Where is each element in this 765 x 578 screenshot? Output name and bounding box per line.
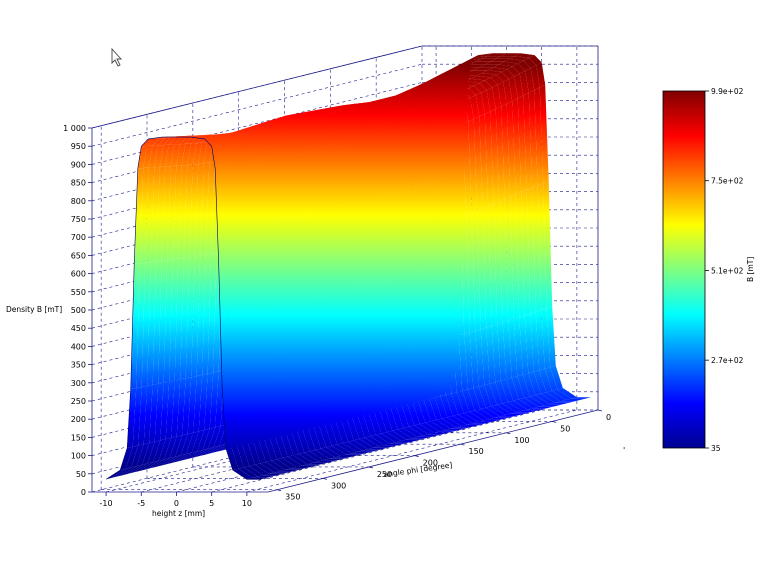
z-tick-label: 150 — [71, 433, 86, 442]
y-tick-mark — [552, 421, 556, 422]
y-tick-label: 300 — [331, 481, 346, 490]
x-tick-label: 0 — [174, 499, 179, 508]
z-axis-label: Density B [mT] — [6, 305, 62, 314]
y-tick-mark — [323, 478, 327, 479]
z-tick-label: 650 — [71, 251, 86, 260]
y-tick-mark — [369, 467, 373, 468]
colorbar-tick-label: 35 — [711, 444, 721, 453]
y-tick-label: 0 — [606, 413, 611, 422]
colorbar-tick-label: 5.1e+02 — [711, 266, 744, 275]
z-tick-label: 50 — [76, 470, 86, 479]
z-axis-ticks: 0 50 100 150 200 250 300 350 400 450 500 550 600 650 7… — [63, 124, 92, 497]
z-tick-label: 300 — [71, 379, 86, 388]
z-tick-label: 100 — [71, 452, 86, 461]
z-tick-label: 1 000 — [63, 124, 86, 133]
z-tick-label: 950 — [71, 142, 86, 151]
z-tick-label: 400 — [71, 342, 86, 351]
x-axis-ticks: -10 -5 0 5 10 — [100, 492, 252, 508]
x-tick-label: 10 — [242, 499, 252, 508]
y-tick-mark — [277, 490, 281, 491]
colorbar-tick-label: 9.9e+02 — [711, 87, 744, 96]
z-tick-label: 0 — [81, 488, 86, 497]
colorbar-tick-label: 7.5e+02 — [711, 177, 744, 186]
mouse-pointer-icon — [112, 49, 121, 66]
z-tick-label: 700 — [71, 233, 86, 242]
z-tick-label: 800 — [71, 197, 86, 206]
x-tick-label: 5 — [209, 499, 214, 508]
y-tick-mark — [598, 410, 602, 411]
stray-mark: ' — [623, 446, 625, 455]
z-tick-label: 250 — [71, 397, 86, 406]
colorbar-tick-label: 2.7e+02 — [711, 356, 744, 365]
z-tick-label: 500 — [71, 306, 86, 315]
z-tick-label: 900 — [71, 160, 86, 169]
x-tick-label: -10 — [100, 499, 113, 508]
z-tick-label: 450 — [71, 324, 86, 333]
x-axis-label: height z [mm] — [152, 509, 205, 518]
z-tick-label: 200 — [71, 415, 86, 424]
z-tick-label: 750 — [71, 215, 86, 224]
colorbar: 9.9e+02 7.5e+02 5.1e+02 2.7e+02 35 B [mT] — [663, 87, 755, 453]
y-tick-mark — [461, 444, 465, 445]
colorbar-gradient — [663, 91, 705, 448]
z-tick-label: 550 — [71, 288, 86, 297]
y-tick-mark — [415, 456, 419, 457]
y-axis-label: angle phi [degree] — [383, 460, 453, 479]
z-tick-label: 850 — [71, 179, 86, 188]
z-tick-label: 350 — [71, 361, 86, 370]
x-tick-label: -5 — [137, 499, 145, 508]
y-tick-label: 50 — [560, 424, 570, 433]
y-tick-label: 350 — [285, 493, 300, 502]
z-tick-label: 600 — [71, 270, 86, 279]
y-tick-label: 150 — [469, 447, 484, 456]
y-tick-mark — [506, 433, 510, 434]
colorbar-ticks: 9.9e+02 7.5e+02 5.1e+02 2.7e+02 35 — [705, 87, 744, 453]
surface-mesh — [106, 53, 591, 479]
y-tick-label: 100 — [514, 436, 529, 445]
colorbar-label: B [mT] — [746, 257, 755, 282]
